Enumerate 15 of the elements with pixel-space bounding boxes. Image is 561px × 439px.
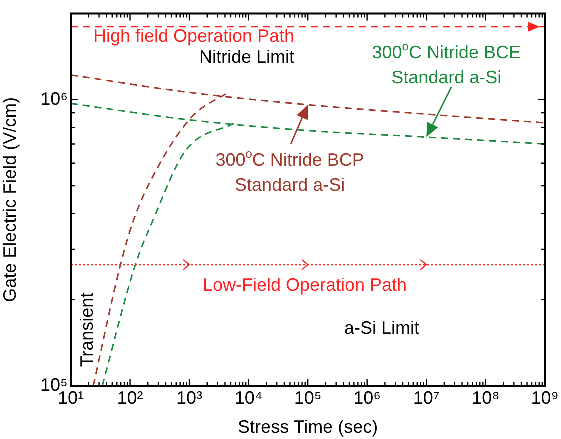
- x-tick-label: 10⁴: [234, 388, 263, 408]
- annotation: Nitride Limit: [199, 46, 295, 67]
- y-axis-title: Gate Electric Field (V/cm): [0, 97, 20, 302]
- annotation: Transient: [76, 292, 97, 368]
- x-tick-label: 10⁵: [294, 388, 322, 408]
- x-tick-label: 10⁸: [472, 388, 500, 408]
- x-tick-label: 10³: [176, 388, 203, 408]
- x-tick-label: 10⁹: [531, 388, 559, 408]
- annotation: a-Si Limit: [344, 318, 420, 338]
- annotation: High field Operation Path: [93, 26, 295, 46]
- x-axis-title: Stress Time (sec): [238, 417, 378, 438]
- x-tick-label: 10⁷: [413, 388, 440, 408]
- x-tick-label: 10⁶: [354, 388, 382, 408]
- x-tick-label: 10²: [117, 388, 144, 408]
- annotation: Low-Field Operation Path: [202, 274, 408, 295]
